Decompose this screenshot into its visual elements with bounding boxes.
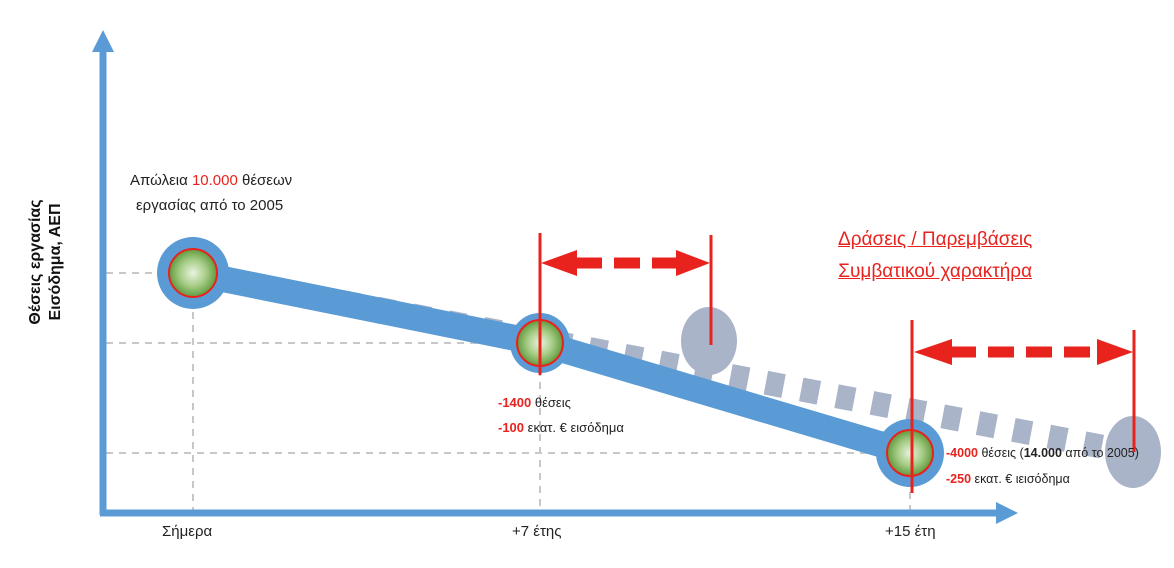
mid-jobs-annotation: -1400 θέσεις — [498, 395, 571, 410]
y-axis-label-line1: Θέσεις εργασίας — [27, 199, 44, 325]
intervention-shift-mid — [538, 233, 713, 375]
x-tick-15-years: +15 έτη — [885, 523, 936, 540]
end-jobs-value: -4000 — [946, 446, 978, 460]
shift-arrow-end-left-head — [914, 339, 952, 365]
shift-arrow-mid-left-head — [541, 250, 577, 276]
ghost-node-mid — [681, 307, 737, 375]
y-axis-label-line2: Εισόδημα, ΑΕΠ — [47, 203, 64, 321]
node-end — [876, 419, 944, 487]
axes — [92, 30, 1018, 524]
y-axis-arrow — [92, 30, 114, 52]
end-jobs-annotation: -4000 θέσεις (14.000 από το 2005) — [946, 446, 1139, 460]
actions-title: Δράσεις / Παρεμβάσεις Συμβατικού χαρακτή… — [838, 224, 1032, 288]
actions-title-line2: Συμβατικού χαρακτήρα — [838, 261, 1033, 282]
x-tick-7-years: +7 έτης — [512, 523, 562, 540]
x-tick-today: Σήμερα — [162, 523, 213, 540]
node-start — [157, 237, 229, 309]
mid-income-value: -100 — [498, 420, 525, 435]
end-income-annotation: -250 εκατ. € ιεισόδημα — [946, 472, 1070, 486]
end-jobs-total: 14.000 — [1023, 446, 1062, 460]
intervention-shift-end — [910, 320, 1136, 493]
x-axis-arrow — [996, 502, 1018, 524]
start-annotation-line1: Απώλεια 10.000 θέσεων — [130, 172, 293, 189]
shift-arrow-end-right-head — [1097, 339, 1133, 365]
actions-title-line1: Δράσεις / Παρεμβάσεις — [838, 229, 1033, 250]
start-loss-number: 10.000 — [191, 172, 238, 189]
guide-lines — [106, 272, 911, 515]
start-annotation-line2: εργασίας από το 2005 — [136, 197, 284, 214]
shift-arrow-mid-right-head — [676, 250, 710, 276]
mid-income-annotation: -100 εκατ. € εισόδημα — [498, 420, 624, 435]
end-income-value: -250 — [946, 472, 972, 486]
mid-jobs-value: -1400 — [498, 395, 532, 410]
